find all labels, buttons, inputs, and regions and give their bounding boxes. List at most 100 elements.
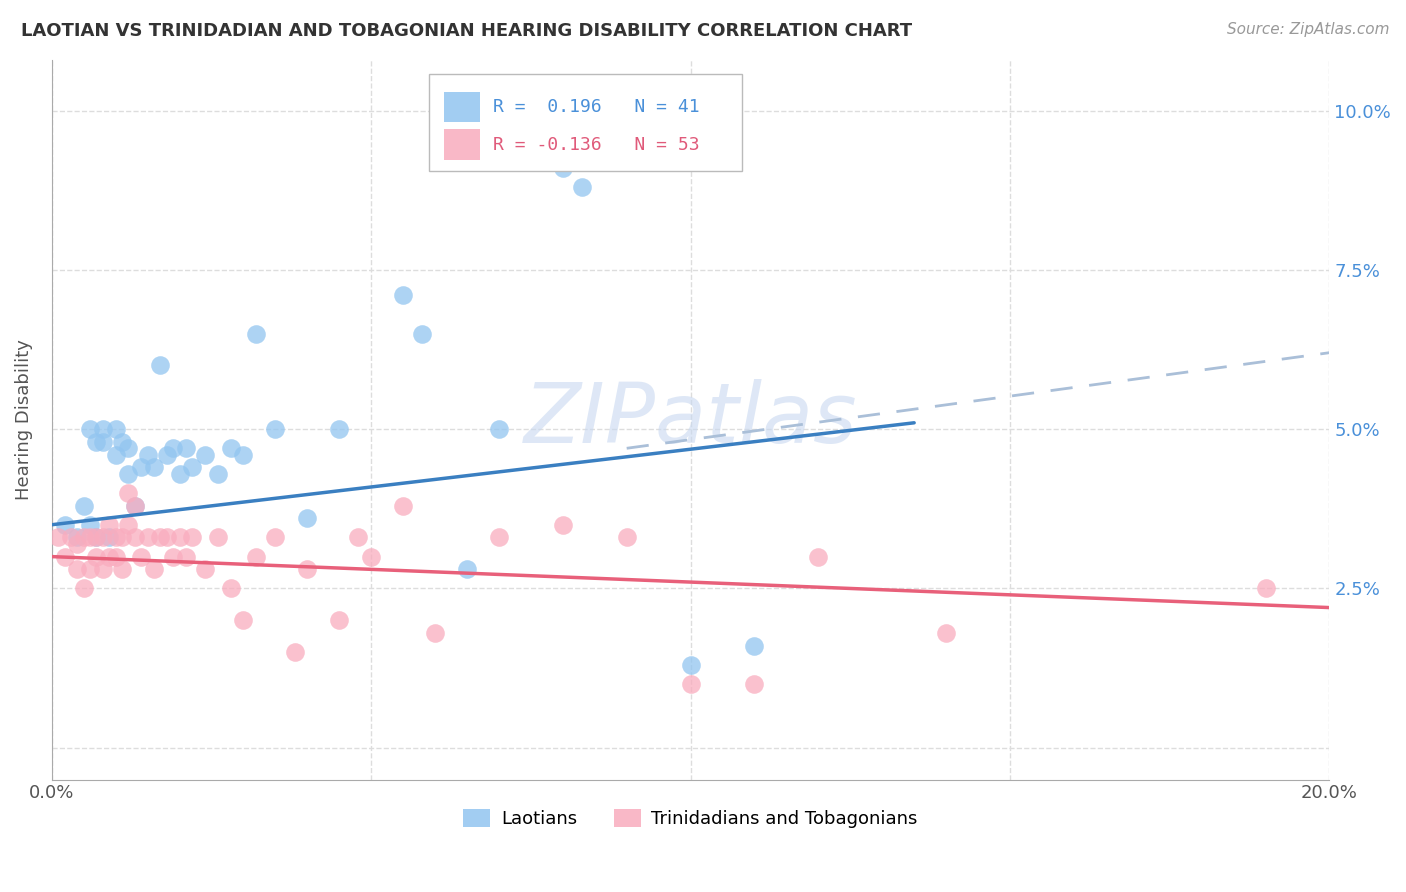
Point xyxy=(91,422,114,436)
Point xyxy=(79,422,101,436)
Point xyxy=(91,562,114,576)
Point xyxy=(392,288,415,302)
Point xyxy=(86,434,108,449)
Point xyxy=(174,549,197,564)
Point xyxy=(935,626,957,640)
Text: R =  0.196   N = 41: R = 0.196 N = 41 xyxy=(492,98,699,116)
Point xyxy=(66,531,89,545)
Point xyxy=(149,531,172,545)
FancyBboxPatch shape xyxy=(444,92,479,122)
Point xyxy=(264,531,287,545)
Point xyxy=(360,549,382,564)
Point xyxy=(86,531,108,545)
Point xyxy=(679,657,702,672)
Point xyxy=(423,626,446,640)
Legend: Laotians, Trinidadians and Tobagonians: Laotians, Trinidadians and Tobagonians xyxy=(456,802,925,836)
Point xyxy=(79,562,101,576)
Point xyxy=(104,448,127,462)
Point xyxy=(91,531,114,545)
Point xyxy=(111,531,134,545)
Point xyxy=(744,639,766,653)
Point xyxy=(66,562,89,576)
Point xyxy=(181,531,204,545)
Point xyxy=(283,645,305,659)
Point xyxy=(73,531,96,545)
Point xyxy=(73,582,96,596)
Point xyxy=(79,531,101,545)
Point xyxy=(194,448,217,462)
Point xyxy=(169,467,191,481)
Point xyxy=(807,549,830,564)
Point xyxy=(66,537,89,551)
Point xyxy=(46,531,69,545)
Point xyxy=(456,562,478,576)
Point xyxy=(156,531,179,545)
Point xyxy=(91,434,114,449)
Point xyxy=(328,422,350,436)
Point xyxy=(328,613,350,627)
Text: R = -0.136   N = 53: R = -0.136 N = 53 xyxy=(492,136,699,153)
Point xyxy=(169,531,191,545)
Point xyxy=(245,326,267,341)
Point xyxy=(98,549,121,564)
Point xyxy=(551,517,574,532)
Point xyxy=(104,422,127,436)
Point xyxy=(124,499,146,513)
Point xyxy=(488,531,510,545)
Point xyxy=(232,613,254,627)
Point xyxy=(156,448,179,462)
Point xyxy=(551,161,574,175)
Text: ZIPatlas: ZIPatlas xyxy=(524,379,858,460)
Point xyxy=(297,562,319,576)
Point xyxy=(136,448,159,462)
Point xyxy=(162,442,184,456)
Point xyxy=(245,549,267,564)
Point xyxy=(73,499,96,513)
Point xyxy=(744,677,766,691)
Point xyxy=(571,180,593,194)
Point xyxy=(129,549,152,564)
Point xyxy=(679,677,702,691)
Point xyxy=(111,562,134,576)
Point xyxy=(411,326,433,341)
Point xyxy=(219,582,242,596)
Point xyxy=(86,531,108,545)
Point xyxy=(129,460,152,475)
Point xyxy=(104,531,127,545)
Point xyxy=(117,486,139,500)
Point xyxy=(174,442,197,456)
Point xyxy=(616,531,638,545)
Text: LAOTIAN VS TRINIDADIAN AND TOBAGONIAN HEARING DISABILITY CORRELATION CHART: LAOTIAN VS TRINIDADIAN AND TOBAGONIAN HE… xyxy=(21,22,912,40)
Point xyxy=(392,499,415,513)
Point xyxy=(117,442,139,456)
Point xyxy=(219,442,242,456)
Point xyxy=(143,460,166,475)
Point xyxy=(207,467,229,481)
Point xyxy=(207,531,229,545)
Y-axis label: Hearing Disability: Hearing Disability xyxy=(15,339,32,500)
Point xyxy=(297,511,319,525)
Point xyxy=(347,531,370,545)
Point xyxy=(79,517,101,532)
Point xyxy=(1254,582,1277,596)
Point xyxy=(98,517,121,532)
Point xyxy=(86,549,108,564)
Point xyxy=(111,434,134,449)
Point xyxy=(117,467,139,481)
FancyBboxPatch shape xyxy=(444,129,479,160)
Point xyxy=(194,562,217,576)
Point xyxy=(162,549,184,564)
Point xyxy=(488,422,510,436)
Point xyxy=(232,448,254,462)
Point xyxy=(149,359,172,373)
Point xyxy=(59,531,82,545)
Point xyxy=(53,517,76,532)
Point xyxy=(124,499,146,513)
Point xyxy=(143,562,166,576)
Point xyxy=(98,531,121,545)
Point xyxy=(136,531,159,545)
Point xyxy=(264,422,287,436)
Point xyxy=(53,549,76,564)
Point xyxy=(181,460,204,475)
Point xyxy=(117,517,139,532)
